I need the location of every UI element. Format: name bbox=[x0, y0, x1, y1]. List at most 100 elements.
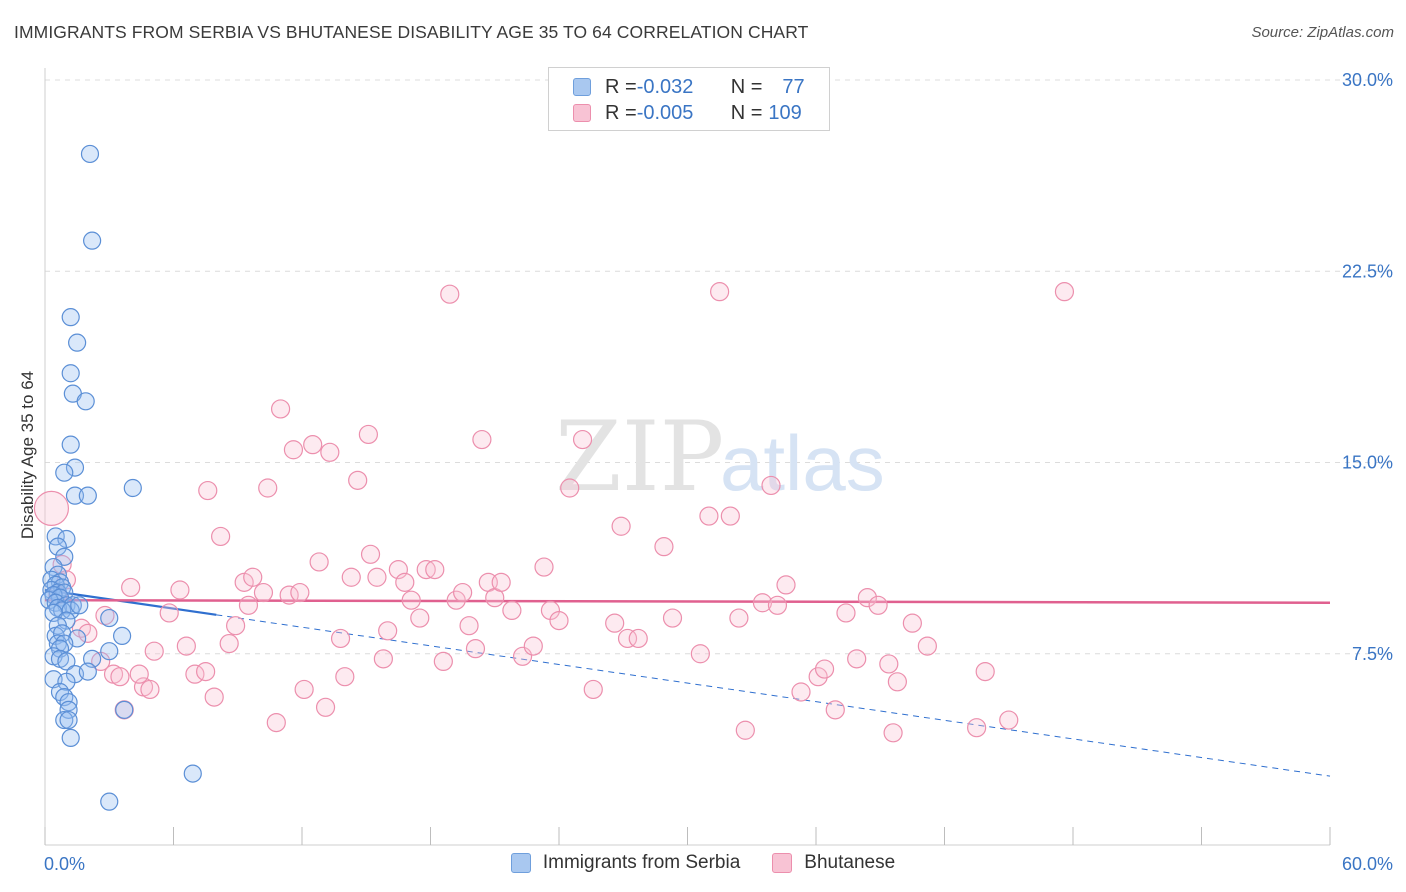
series-bhutanese bbox=[33, 282, 1075, 743]
point-bhutanese bbox=[283, 440, 304, 460]
watermark-atlas: atlas bbox=[720, 419, 885, 507]
point-bhutanese bbox=[453, 582, 473, 603]
point-bhutanese bbox=[690, 644, 710, 664]
point-bhutanese bbox=[238, 595, 259, 615]
point-bhutanese bbox=[243, 567, 263, 587]
legend-n-label: N = bbox=[730, 101, 763, 124]
point-bhutanese bbox=[440, 284, 460, 304]
bottom-legend-swatch-serbia bbox=[510, 853, 531, 873]
watermark: ZIP atlas bbox=[555, 401, 885, 513]
point-bhutanese bbox=[219, 633, 239, 654]
point-bhutanese bbox=[425, 559, 445, 580]
source-label: Source: ZipAtlas.com bbox=[1251, 24, 1394, 41]
point-bhutanese bbox=[144, 641, 164, 661]
trend-line-serbia-extension bbox=[216, 614, 1331, 777]
point-bhutanese bbox=[735, 720, 755, 740]
point-bhutanese bbox=[699, 506, 719, 526]
point-serbia bbox=[70, 596, 89, 615]
point-serbia bbox=[65, 458, 85, 477]
point-bhutanese bbox=[617, 628, 638, 649]
point-bhutanese bbox=[720, 506, 740, 526]
point-bhutanese bbox=[825, 700, 845, 720]
bottom-legend-swatch-bhutanese bbox=[772, 853, 793, 873]
x-tick-label: 60.0% bbox=[1342, 854, 1393, 874]
bottom-legend-label-serbia: Immigrants from Serbia bbox=[542, 852, 741, 873]
point-bhutanese bbox=[266, 712, 286, 733]
point-bhutanese bbox=[611, 516, 631, 536]
point-bhutanese bbox=[628, 628, 648, 649]
point-serbia bbox=[100, 642, 119, 661]
point-bhutanese bbox=[459, 616, 479, 636]
point-serbia bbox=[78, 662, 97, 681]
point-bhutanese bbox=[270, 399, 291, 419]
point-bhutanese bbox=[140, 679, 160, 700]
point-bhutanese bbox=[917, 636, 937, 656]
point-serbia bbox=[100, 608, 119, 628]
point-bhutanese bbox=[303, 435, 323, 455]
point-bhutanese bbox=[814, 659, 835, 679]
point-bhutanese bbox=[378, 621, 398, 641]
point-bhutanese bbox=[710, 282, 730, 302]
point-bhutanese bbox=[315, 697, 336, 717]
point-bhutanese bbox=[253, 582, 274, 603]
point-bhutanese bbox=[358, 424, 378, 445]
point-bhutanese bbox=[583, 679, 603, 700]
point-bhutanese bbox=[367, 567, 387, 587]
point-bhutanese bbox=[335, 667, 355, 687]
bottom-legend-bhutanese[interactable]: Bhutanese bbox=[772, 852, 895, 874]
point-bhutanese bbox=[348, 470, 368, 490]
point-bhutanese bbox=[523, 636, 543, 656]
legend-swatch-serbia bbox=[573, 78, 591, 96]
point-bhutanese bbox=[879, 654, 899, 674]
point-serbia bbox=[76, 392, 95, 411]
point-bhutanese bbox=[752, 593, 773, 613]
bottom-legend-label-bhutanese: Bhutanese bbox=[804, 852, 896, 873]
point-serbia bbox=[61, 364, 80, 383]
point-bhutanese bbox=[395, 572, 415, 592]
point-bhutanese bbox=[767, 595, 788, 615]
tick-labels: 7.5% 15.0% 22.5% 30.0% 0.0% 60.0% bbox=[44, 70, 1393, 874]
point-bhutanese bbox=[761, 475, 781, 496]
point-serbia bbox=[55, 710, 74, 730]
point-bhutanese bbox=[433, 651, 453, 672]
point-bhutanese bbox=[341, 567, 361, 587]
legend-n-label: N = bbox=[730, 75, 763, 98]
point-bhutanese bbox=[360, 544, 381, 564]
point-serbia bbox=[123, 478, 142, 498]
point-bhutanese bbox=[211, 526, 231, 547]
point-serbia bbox=[55, 463, 74, 482]
point-bhutanese bbox=[198, 480, 218, 501]
point-bhutanese bbox=[446, 590, 466, 610]
watermark-zip: ZIP bbox=[555, 401, 724, 513]
gridlines bbox=[45, 79, 1390, 655]
point-bhutanese bbox=[110, 667, 130, 687]
y-tick-label: 15.0% bbox=[1342, 453, 1393, 473]
point-serbia bbox=[100, 792, 119, 811]
bottom-legend-serbia[interactable]: Immigrants from Serbia bbox=[510, 852, 741, 874]
point-bhutanese bbox=[605, 613, 625, 633]
legend-swatch-bhutanese bbox=[573, 104, 591, 122]
point-bhutanese bbox=[290, 582, 310, 603]
point-bhutanese bbox=[465, 639, 486, 659]
point-bhutanese bbox=[294, 679, 314, 700]
legend-r-label: R = bbox=[605, 101, 637, 124]
point-bhutanese bbox=[967, 718, 987, 738]
legend-n-value: 77 bbox=[782, 75, 805, 98]
trend-line-serbia bbox=[44, 588, 217, 616]
point-bhutanese bbox=[847, 649, 867, 669]
legend: R = -0.032 N = 77 R = -0.005 N = 109 bbox=[548, 67, 830, 131]
axes bbox=[44, 68, 1331, 846]
point-bhutanese bbox=[226, 616, 246, 636]
point-bhutanese bbox=[560, 478, 580, 498]
point-bhutanese bbox=[33, 490, 70, 526]
point-bhutanese bbox=[857, 588, 878, 608]
point-bhutanese bbox=[808, 667, 828, 687]
point-serbia bbox=[78, 486, 97, 505]
point-bhutanese bbox=[71, 618, 92, 638]
point-bhutanese bbox=[196, 661, 216, 682]
y-tick-label: 30.0% bbox=[1342, 70, 1393, 90]
point-bhutanese bbox=[410, 608, 430, 628]
point-bhutanese bbox=[330, 628, 351, 649]
point-bhutanese bbox=[654, 537, 674, 557]
